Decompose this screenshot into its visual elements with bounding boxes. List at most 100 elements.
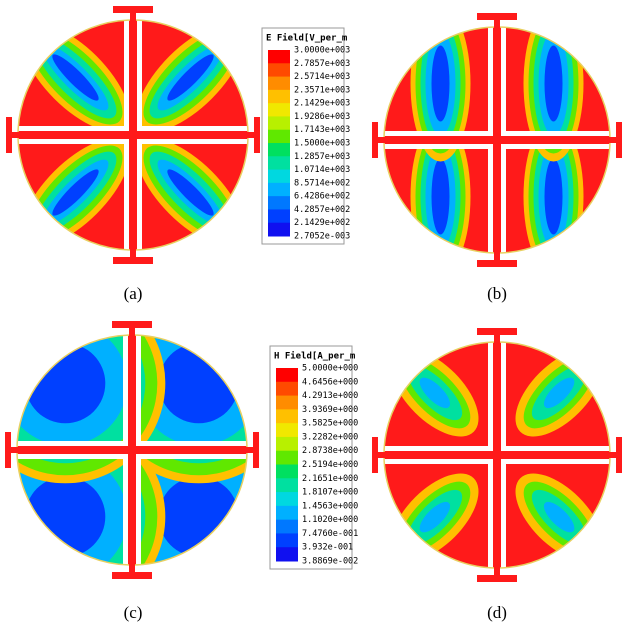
port xyxy=(477,575,517,582)
port xyxy=(477,260,517,267)
color-swatch xyxy=(268,90,290,104)
legend-tick-label: 2.8738e+000 xyxy=(302,446,358,456)
color-swatch xyxy=(276,478,298,492)
legend-tick-label: 1.5000e+003 xyxy=(294,139,350,149)
feed-line xyxy=(493,342,501,568)
legend-tick-label: 3.2282e+000 xyxy=(302,432,358,442)
color-swatch xyxy=(276,465,298,479)
port xyxy=(494,251,500,261)
color-swatch xyxy=(276,520,298,534)
color-swatch xyxy=(268,196,290,210)
color-swatch xyxy=(276,451,298,465)
field-plot xyxy=(384,6,610,275)
field-plot xyxy=(376,334,618,576)
field-region xyxy=(159,343,239,423)
legend-tick-label: 1.4563e+000 xyxy=(302,501,358,511)
port xyxy=(494,334,500,344)
port xyxy=(112,321,152,328)
feed-line xyxy=(129,20,137,250)
color-swatch xyxy=(276,547,298,561)
port xyxy=(246,132,256,138)
legend-tick-label: 6.4286e+002 xyxy=(294,192,350,202)
legend-tick-label: 2.5714e+003 xyxy=(294,72,350,82)
legend-tick-label: 2.7052e-003 xyxy=(294,232,350,242)
color-swatch xyxy=(268,130,290,144)
port xyxy=(9,447,19,453)
port xyxy=(130,248,136,258)
port xyxy=(129,327,135,337)
color-swatch xyxy=(268,209,290,223)
color-swatch xyxy=(276,409,298,423)
port xyxy=(113,257,153,264)
port xyxy=(113,6,153,13)
color-swatch xyxy=(268,183,290,197)
color-swatch xyxy=(268,116,290,130)
legend-tick-label: 4.2857e+002 xyxy=(294,205,350,215)
legend-tick-label: 4.2913e+000 xyxy=(302,391,358,401)
legend-tick-label: 2.1429e+002 xyxy=(294,218,350,228)
color-swatch xyxy=(276,382,298,396)
color-swatch xyxy=(268,103,290,117)
field-region xyxy=(545,46,563,122)
port xyxy=(477,13,517,20)
panel-label: (c) xyxy=(124,603,143,622)
port xyxy=(477,328,517,335)
color-swatch xyxy=(268,223,290,237)
field-region xyxy=(159,477,239,557)
color-swatch xyxy=(268,77,290,91)
color-swatch xyxy=(276,492,298,506)
field-region xyxy=(545,159,563,235)
color-swatch xyxy=(268,143,290,157)
color-swatch xyxy=(268,156,290,170)
color-swatch xyxy=(276,368,298,382)
field-region xyxy=(432,159,450,235)
legend-tick-label: 5.0000e+000 xyxy=(302,364,358,374)
feed-line xyxy=(493,27,501,253)
color-swatch xyxy=(276,423,298,437)
color-swatch xyxy=(276,506,298,520)
legend-tick-label: 3.0000e+003 xyxy=(294,46,350,56)
legend-tick-label: 4.6456e+000 xyxy=(302,377,358,387)
color-swatch xyxy=(276,437,298,451)
port xyxy=(376,452,386,458)
color-swatch xyxy=(268,63,290,77)
port xyxy=(608,137,618,143)
legend-tick-label: 3.5825e+000 xyxy=(302,419,358,429)
port xyxy=(130,12,136,22)
port xyxy=(494,566,500,576)
legend-tick-label: 1.1020e+000 xyxy=(302,515,358,525)
field-region xyxy=(432,46,450,122)
legend-tick-label: 3.932e-001 xyxy=(302,543,353,553)
figure: (a)(b)(c)(d)E Field[V_per_m3.0000e+0032.… xyxy=(0,0,629,632)
legend-tick-label: 1.2857e+003 xyxy=(294,152,350,162)
legend-tick-label: 7.4760e-001 xyxy=(302,529,358,539)
color-swatch xyxy=(276,533,298,547)
port xyxy=(112,572,152,579)
color-swatch xyxy=(276,396,298,410)
legend-tick-label: 2.1651e+000 xyxy=(302,474,358,484)
legend-tick-label: 1.8107e+000 xyxy=(302,488,358,498)
port xyxy=(494,19,500,29)
legend-tick-label: 1.7143e+003 xyxy=(294,125,350,135)
legend-title: E Field[V_per_m xyxy=(266,33,348,44)
legend-tick-label: 2.3571e+003 xyxy=(294,85,350,95)
port xyxy=(376,137,386,143)
legend-title: H Field[A_per_m xyxy=(274,351,356,362)
legend-tick-label: 3.9369e+000 xyxy=(302,405,358,415)
legend-tick-label: 8.5714e+002 xyxy=(294,178,350,188)
port xyxy=(608,452,618,458)
panel-label: (b) xyxy=(487,284,507,303)
panel-label: (a) xyxy=(124,284,143,303)
field-region xyxy=(25,477,105,557)
legend-tick-label: 2.7857e+003 xyxy=(294,59,350,69)
port xyxy=(129,563,135,573)
field-plot xyxy=(5,7,261,263)
legend-tick-label: 2.5194e+000 xyxy=(302,460,358,470)
feed-line xyxy=(128,335,136,565)
legend-tick-label: 3.8869e-002 xyxy=(302,557,358,567)
color-swatch xyxy=(268,50,290,64)
field-region xyxy=(25,343,105,423)
port xyxy=(10,132,20,138)
legend-tick-label: 2.1429e+003 xyxy=(294,99,350,109)
legend-tick-label: 1.0714e+003 xyxy=(294,165,350,175)
